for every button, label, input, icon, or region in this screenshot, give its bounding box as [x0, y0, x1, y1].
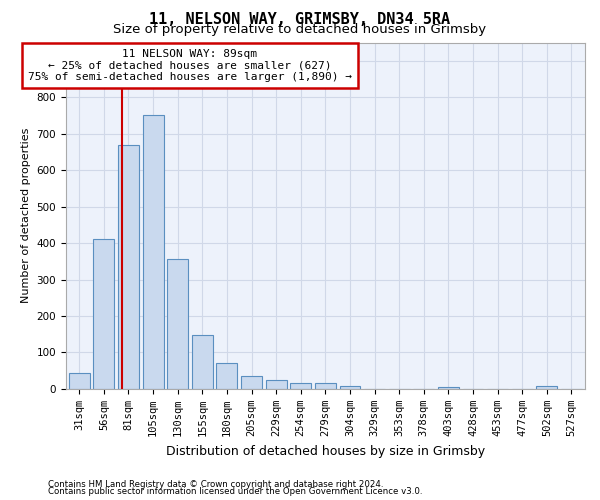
Bar: [315, 384, 336, 389]
Y-axis label: Number of detached properties: Number of detached properties: [21, 128, 31, 304]
Bar: [217, 364, 238, 389]
Bar: [536, 386, 557, 389]
Bar: [241, 376, 262, 389]
Text: Contains HM Land Registry data © Crown copyright and database right 2024.: Contains HM Land Registry data © Crown c…: [48, 480, 383, 489]
Bar: [438, 387, 459, 389]
Text: 11, NELSON WAY, GRIMSBY, DN34 5RA: 11, NELSON WAY, GRIMSBY, DN34 5RA: [149, 12, 451, 28]
Bar: [192, 335, 213, 389]
Bar: [118, 144, 139, 389]
Bar: [340, 386, 361, 389]
Bar: [69, 372, 90, 389]
Bar: [167, 260, 188, 389]
Bar: [290, 384, 311, 389]
Text: Contains public sector information licensed under the Open Government Licence v3: Contains public sector information licen…: [48, 487, 422, 496]
Bar: [143, 116, 164, 389]
X-axis label: Distribution of detached houses by size in Grimsby: Distribution of detached houses by size …: [166, 444, 485, 458]
Bar: [266, 380, 287, 389]
Text: Size of property relative to detached houses in Grimsby: Size of property relative to detached ho…: [113, 22, 487, 36]
Text: 11 NELSON WAY: 89sqm
← 25% of detached houses are smaller (627)
75% of semi-deta: 11 NELSON WAY: 89sqm ← 25% of detached h…: [28, 49, 352, 82]
Bar: [94, 240, 115, 389]
